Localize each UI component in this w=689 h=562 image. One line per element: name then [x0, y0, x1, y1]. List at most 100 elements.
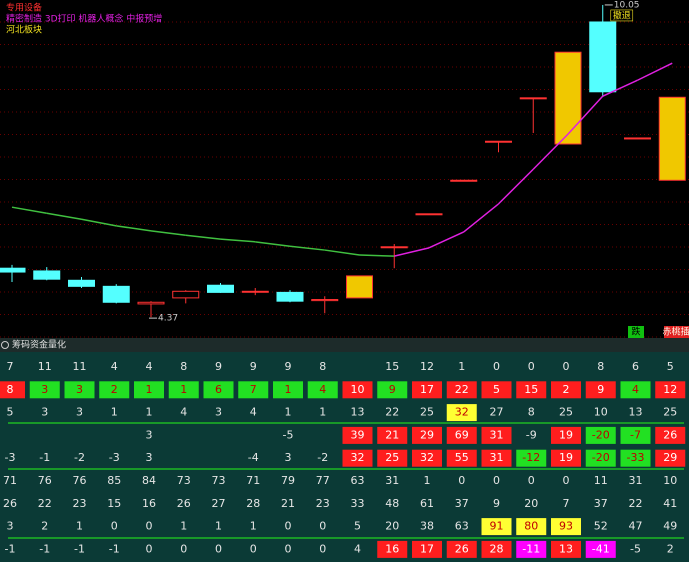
cell-value: 22 — [455, 383, 469, 396]
cell-value: 16 — [142, 497, 156, 510]
cell-box — [412, 540, 442, 558]
cell-value: 73 — [177, 474, 191, 487]
cell-value: 4 — [319, 383, 326, 396]
cell-value: 91 — [490, 520, 504, 533]
candle-body — [380, 246, 408, 249]
cell-value: 15 — [107, 497, 121, 510]
cell-value: 25 — [385, 451, 399, 464]
cell-value: 32 — [420, 451, 434, 464]
cell-value: 41 — [663, 497, 677, 510]
cell-value: 80 — [524, 520, 538, 533]
cell-value: 25 — [559, 406, 573, 419]
ma-segment — [185, 234, 221, 240]
cell-value: 13 — [629, 406, 643, 419]
cell-value: 0 — [493, 474, 500, 487]
cell-box — [551, 518, 581, 536]
cell-value: 76 — [73, 474, 87, 487]
cell-box — [551, 426, 581, 444]
industry: 专用设备 — [6, 2, 42, 14]
cell-value: 4 — [111, 360, 118, 373]
cell-value: 8 — [180, 360, 187, 373]
cell-value: 3 — [41, 383, 48, 396]
cell-box — [446, 404, 477, 422]
cell-value: 3 — [41, 406, 48, 419]
cell-value: 0 — [146, 520, 153, 533]
cell-value: -4 — [248, 451, 259, 464]
tag: 跌 — [631, 327, 640, 338]
candle-body — [624, 137, 651, 140]
cell-box — [620, 449, 651, 467]
cell-value: 12 — [663, 383, 677, 396]
candle-body — [102, 285, 130, 303]
cell-value: 11 — [594, 474, 608, 487]
cell-value: -2 — [74, 451, 85, 464]
cell-value: 0 — [215, 542, 222, 555]
cell-value: 0 — [528, 360, 535, 373]
cell-value: 26 — [177, 497, 191, 510]
cell-value: -2 — [317, 451, 328, 464]
cell-value: 10 — [351, 383, 365, 396]
cell-value: 0 — [563, 474, 570, 487]
cell-value: 77 — [316, 474, 330, 487]
cell-value: -5 — [630, 542, 641, 555]
ma-segment — [532, 133, 569, 170]
cell-value: 71 — [3, 474, 17, 487]
cell-value: 1 — [146, 383, 153, 396]
cell-box — [481, 540, 512, 558]
cell-value: 21 — [385, 428, 399, 441]
cell-value: -1 — [39, 542, 50, 555]
cell-value: 29 — [663, 451, 677, 464]
cell-box — [481, 518, 512, 536]
cell-value: 3 — [7, 520, 14, 533]
cell-value: 31 — [385, 474, 399, 487]
cell-value: 79 — [281, 474, 295, 487]
cell-box — [481, 426, 512, 444]
ma-segment — [602, 79, 638, 97]
cell-value: 0 — [146, 542, 153, 555]
candle-body — [137, 301, 165, 305]
signal-bg — [610, 9, 634, 22]
panel-title: 筹码资金量化 — [12, 339, 66, 351]
cell-box — [134, 381, 164, 399]
tag-bg — [664, 326, 689, 338]
cell-value: 0 — [493, 360, 500, 373]
cell-value: 13 — [559, 542, 573, 555]
cell-value: 9 — [493, 497, 500, 510]
cell-value: 26 — [455, 542, 469, 555]
cell-value: 84 — [142, 474, 156, 487]
cell-value: 93 — [559, 520, 573, 533]
candle-body — [0, 267, 26, 273]
cell-box — [168, 381, 199, 399]
cell-value: 0 — [319, 542, 326, 555]
cell-box — [342, 426, 373, 444]
candle-body — [207, 284, 234, 293]
cell-value: 15 — [385, 360, 399, 373]
cell-value: 3 — [285, 451, 292, 464]
cell-box — [377, 449, 408, 467]
cell-value: -20 — [592, 451, 610, 464]
cell-value: 8 — [528, 406, 535, 419]
cell-value: 63 — [351, 474, 365, 487]
cell-value: 1 — [215, 520, 222, 533]
cell-value: 9 — [215, 360, 222, 373]
cell-value: 1 — [180, 520, 187, 533]
cell-value: 20 — [385, 520, 399, 533]
cell-value: 8 — [7, 383, 14, 396]
cell-box — [203, 381, 234, 399]
cell-value: -1 — [39, 451, 50, 464]
cell-value: 15 — [524, 383, 538, 396]
candle-body — [519, 97, 547, 100]
cell-value: 4 — [632, 383, 639, 396]
cell-value: 7 — [7, 360, 14, 373]
cell-value: 1 — [250, 520, 257, 533]
cell-value: 76 — [38, 474, 52, 487]
cell-value: 49 — [663, 520, 677, 533]
cell-value: 47 — [629, 520, 643, 533]
cell-box — [551, 381, 581, 399]
cell-value: 6 — [632, 360, 639, 373]
candle-body — [346, 275, 373, 299]
candle-body — [68, 279, 95, 287]
cell-value: 9 — [285, 360, 292, 373]
cell-box — [377, 381, 408, 399]
candle-body — [450, 179, 478, 182]
